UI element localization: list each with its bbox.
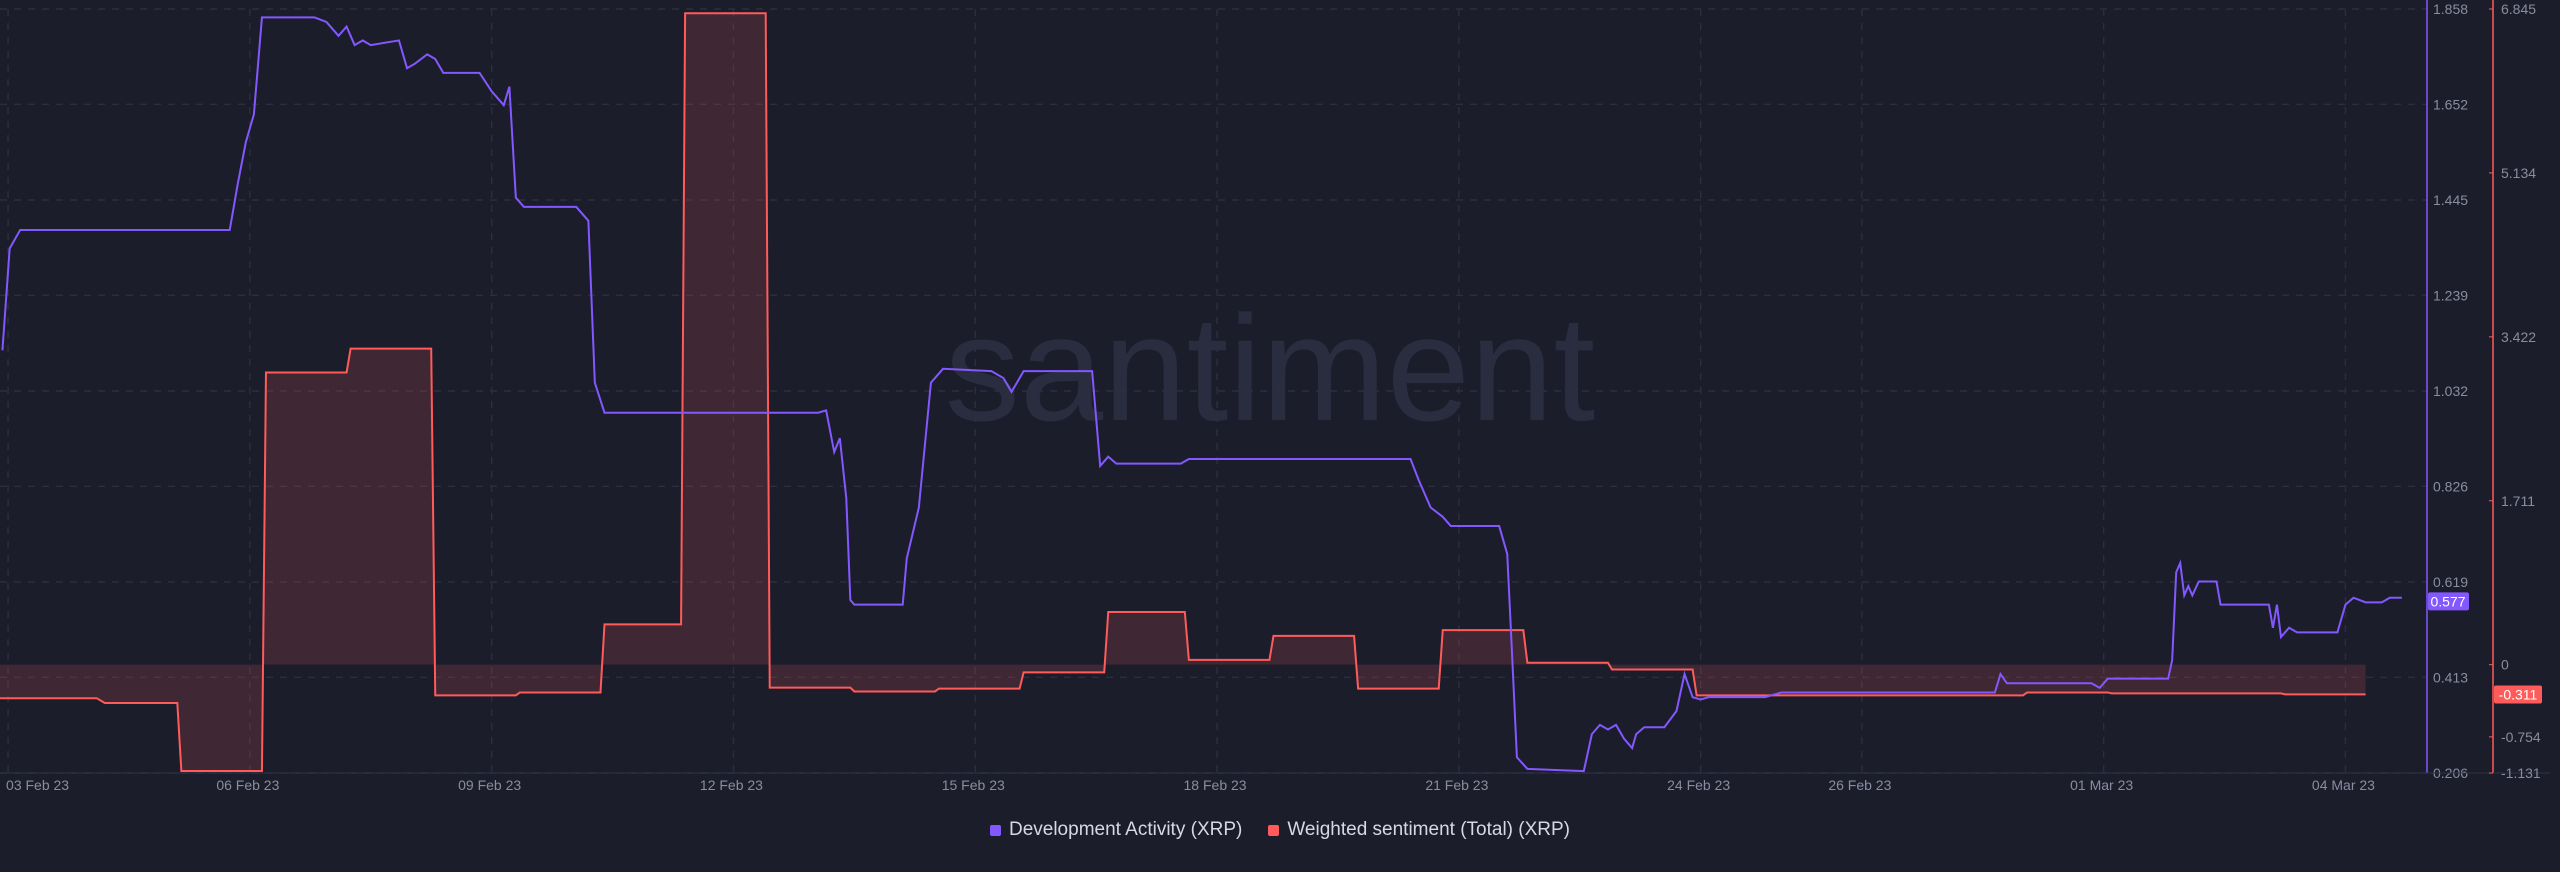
legend-swatch-sentiment	[1268, 824, 1280, 836]
legend-label-dev-activity: Development Activity (XRP)	[1008, 819, 1243, 840]
legend-item-sentiment[interactable]: Weighted sentiment (Total) (XRP)	[1268, 819, 1570, 841]
y-right-tick-label: 0	[2501, 657, 2509, 673]
y-left-tick-label: 1.445	[2433, 192, 2468, 208]
series-sentiment-area	[0, 13, 2366, 771]
y-right-tick-label: 6.845	[2501, 1, 2536, 17]
current-value-right: -0.311	[2499, 686, 2538, 702]
current-value-left: 0.577	[2430, 593, 2465, 609]
y-left-tick-label: 0.619	[2433, 574, 2468, 590]
x-tick-label: 03 Feb 23	[6, 777, 69, 793]
current-value-badge-left	[2428, 592, 2469, 611]
x-tick-label: 26 Feb 23	[1828, 777, 1891, 793]
current-value-badge-right	[2494, 685, 2542, 704]
y-right-tick-label: 5.134	[2501, 165, 2536, 181]
legend: Development Activity (XRP) Weighted sent…	[0, 819, 2560, 841]
legend-label-sentiment: Weighted sentiment (Total) (XRP)	[1287, 819, 1570, 840]
y-right-tick-label: -0.754	[2501, 729, 2541, 745]
y-right-tick-label: -1.131	[2501, 765, 2541, 781]
y-left-tick-label: 1.858	[2433, 1, 2468, 17]
y-left-tick-label: 1.239	[2433, 287, 2468, 303]
x-tick-label: 24 Feb 23	[1667, 777, 1730, 793]
legend-item-dev-activity[interactable]: Development Activity (XRP)	[989, 819, 1243, 841]
y-right-tick-label: 3.422	[2501, 329, 2536, 345]
y-left-tick-label: 1.032	[2433, 383, 2468, 399]
x-tick-label: 18 Feb 23	[1184, 777, 1247, 793]
x-tick-label: 06 Feb 23	[216, 777, 279, 793]
x-tick-label: 04 Mar 23	[2312, 777, 2375, 793]
y-left-tick-label: 0.826	[2433, 478, 2468, 494]
watermark: santiment	[945, 284, 1595, 452]
y-left-tick-label: 0.413	[2433, 669, 2468, 685]
series-dev-activity-line	[1, 16, 2402, 773]
x-tick-label: 12 Feb 23	[700, 777, 763, 793]
x-tick-label: 21 Feb 23	[1425, 777, 1488, 793]
grid-lines	[0, 8, 2427, 774]
y-right-tick-label: 1.711	[2501, 493, 2535, 509]
series-sentiment-line	[0, 12, 2366, 772]
legend-swatch-dev-activity	[989, 824, 1001, 836]
x-tick-label: 09 Feb 23	[458, 777, 521, 793]
y-left-tick-label: 1.652	[2433, 96, 2468, 112]
x-tick-label: 01 Mar 23	[2070, 777, 2133, 793]
x-tick-label: 15 Feb 23	[942, 777, 1005, 793]
